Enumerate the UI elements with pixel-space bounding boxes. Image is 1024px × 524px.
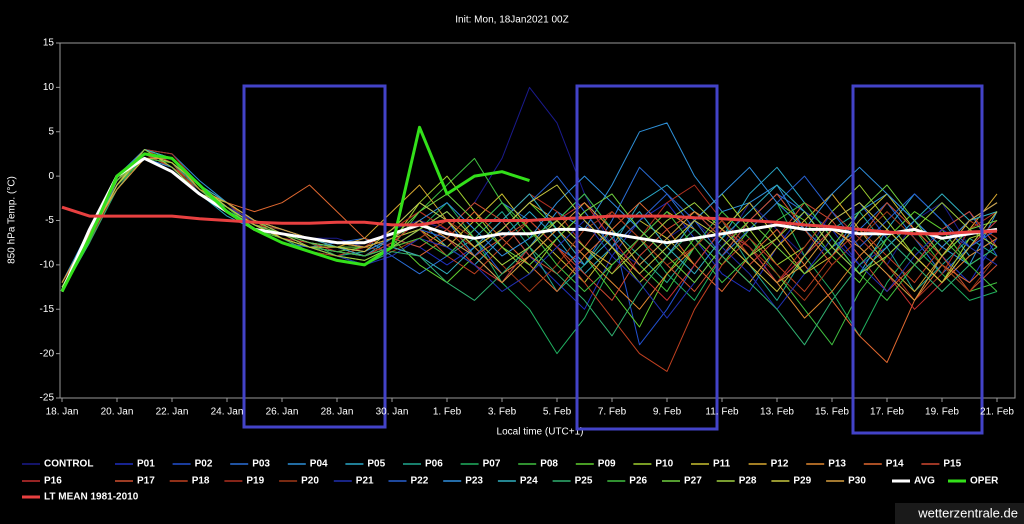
y-tick-label: 0 [48, 171, 54, 182]
x-tick-label: 30. Jan [376, 407, 409, 418]
legend-label: P05 [367, 459, 385, 470]
x-tick-label: 24. Jan [211, 407, 244, 418]
legend-label: P19 [246, 476, 264, 487]
legend-label: P25 [575, 476, 593, 487]
x-tick-label: 3. Feb [488, 407, 517, 418]
y-tick-label: 15 [43, 38, 55, 49]
legend-label: P10 [655, 459, 673, 470]
y-tick-label: -20 [40, 348, 55, 359]
highlight-box [575, 84, 719, 431]
legend-label: P07 [483, 459, 501, 470]
x-tick-label: 21. Feb [980, 407, 1014, 418]
legend-label: P04 [310, 459, 328, 470]
legend-label: P13 [828, 459, 846, 470]
series-line [61, 153, 998, 292]
legend-label: P01 [137, 459, 155, 470]
legend-label: P22 [411, 476, 429, 487]
legend-label: P27 [684, 476, 702, 487]
legend-label: CONTROL [44, 459, 93, 470]
x-tick-label: 9. Feb [653, 407, 682, 418]
x-tick-label: 7. Feb [598, 407, 627, 418]
highlight-box [851, 84, 984, 435]
legend-label: P18 [192, 476, 210, 487]
x-tick-label: 19. Feb [925, 407, 959, 418]
legend-label: P20 [301, 476, 319, 487]
legend-label: P17 [137, 476, 155, 487]
x-tick-label: 13. Feb [760, 407, 794, 418]
x-tick-label: 20. Jan [101, 407, 134, 418]
y-tick-label: 5 [48, 126, 54, 137]
x-tick-label: 18. Jan [46, 407, 79, 418]
legend-label: P24 [520, 476, 538, 487]
legend-label: P06 [425, 459, 443, 470]
legend-label: P12 [771, 459, 789, 470]
legend-label: P14 [886, 459, 904, 470]
lines [60, 86, 998, 372]
y-tick-label: 10 [43, 82, 55, 93]
y-tick-label: -10 [40, 260, 55, 271]
y-axis-label: 850 hPa Temp. (°C) [7, 176, 18, 264]
legend-label: P21 [356, 476, 374, 487]
legend-label: P11 [713, 459, 731, 470]
legend-label: P23 [465, 476, 483, 487]
legend-label: P28 [739, 476, 757, 487]
x-tick-label: 17. Feb [870, 407, 904, 418]
series-line [60, 125, 530, 293]
x-axis-label: Local time (UTC+1) [497, 427, 584, 438]
legend-label: OPER [970, 476, 999, 487]
legend-label: P30 [848, 476, 866, 487]
x-tick-label: 1. Feb [433, 407, 462, 418]
legend-label: P09 [598, 459, 616, 470]
chart-title: Init: Mon, 18Jan2021 00Z [455, 15, 568, 26]
source: wetterzentrale.de [917, 505, 1018, 520]
series-line [61, 157, 998, 301]
legend-label: LT MEAN 1981-2010 [44, 492, 139, 503]
legend-label: P29 [793, 476, 811, 487]
series-line [61, 205, 998, 236]
legend-label: P26 [629, 476, 647, 487]
legend-label: P16 [44, 476, 62, 487]
x-tick-label: 26. Jan [266, 407, 299, 418]
x-tick-label: 15. Feb [815, 407, 849, 418]
series-line [60, 156, 998, 293]
legend-label: P02 [195, 459, 213, 470]
x-tick-label: 28. Jan [321, 407, 354, 418]
source-background [895, 503, 1024, 524]
x-tick-label: 22. Jan [156, 407, 189, 418]
x-tick-label: 11. Feb [705, 407, 739, 418]
y-tick-label: -5 [45, 215, 54, 226]
legend-label: P15 [943, 459, 961, 470]
legend-label: AVG [914, 476, 935, 487]
legend-label: P08 [540, 459, 558, 470]
x-tick-label: 5. Feb [543, 407, 572, 418]
y-tick-label: -15 [40, 304, 55, 315]
highlight-box [242, 84, 387, 429]
legend-label: P03 [252, 459, 270, 470]
y-tick-label: -25 [40, 393, 55, 404]
